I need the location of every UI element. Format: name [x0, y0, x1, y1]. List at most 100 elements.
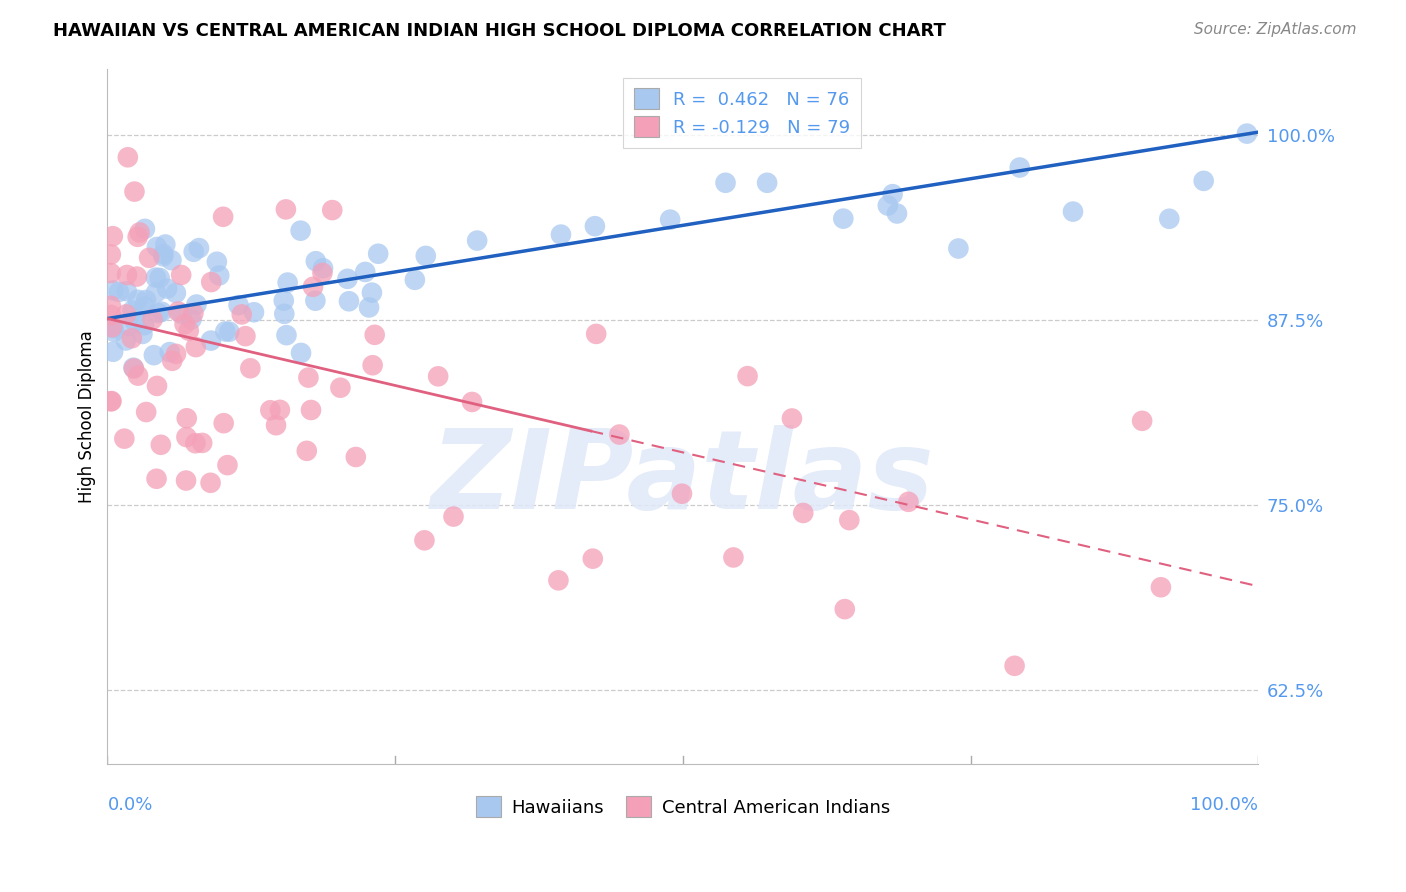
Point: [149, 438, 172, 452]
Point: [160, 253, 183, 268]
Point: [101, 284, 124, 298]
Point: [165, 347, 187, 361]
Point: [132, 318, 155, 333]
Point: [184, 340, 207, 354]
Point: [239, 361, 262, 376]
Point: [547, 574, 569, 588]
Point: [583, 219, 606, 234]
Point: [191, 436, 214, 450]
Point: [269, 402, 291, 417]
Point: [585, 326, 607, 341]
Point: [101, 344, 124, 359]
Text: HAWAIIAN VS CENTRAL AMERICAN INDIAN HIGH SCHOOL DIPLOMA CORRELATION CHART: HAWAIIAN VS CENTRAL AMERICAN INDIAN HIGH…: [53, 22, 946, 40]
Point: [188, 241, 211, 255]
Point: [354, 265, 377, 279]
Point: [125, 269, 148, 284]
Point: [295, 443, 318, 458]
Point: [159, 345, 181, 359]
Point: [174, 474, 197, 488]
Point: [141, 312, 163, 326]
Point: [138, 251, 160, 265]
Point: [1192, 174, 1215, 188]
Point: [312, 261, 335, 276]
Point: [122, 361, 145, 376]
Point: [124, 314, 146, 328]
Point: [834, 602, 856, 616]
Point: [363, 327, 385, 342]
Point: [100, 266, 122, 280]
Point: [146, 379, 169, 393]
Point: [228, 298, 250, 312]
Point: [217, 458, 239, 472]
Point: [100, 299, 122, 313]
Point: [273, 307, 295, 321]
Point: [659, 212, 682, 227]
Point: [311, 266, 333, 280]
Point: [162, 354, 184, 368]
Point: [1236, 127, 1258, 141]
Point: [165, 285, 187, 300]
Point: [183, 306, 205, 320]
Point: [276, 328, 298, 343]
Point: [100, 394, 122, 409]
Point: [361, 358, 384, 372]
Point: [212, 210, 235, 224]
Point: [115, 268, 138, 282]
Point: [465, 234, 488, 248]
Point: [277, 276, 299, 290]
Point: [121, 303, 143, 318]
Point: [122, 360, 145, 375]
Point: [205, 254, 228, 268]
Point: [1004, 658, 1026, 673]
Point: [1062, 204, 1084, 219]
Point: [176, 430, 198, 444]
Point: [170, 268, 193, 282]
Point: [404, 273, 426, 287]
Point: [177, 324, 200, 338]
Point: [148, 306, 170, 320]
Point: [200, 334, 222, 348]
Point: [336, 272, 359, 286]
Point: [304, 293, 326, 308]
Point: [780, 411, 803, 425]
Point: [361, 285, 384, 300]
Point: [180, 312, 202, 326]
Point: [264, 418, 287, 433]
Point: [100, 394, 122, 409]
Y-axis label: High School Diploma: High School Diploma: [79, 330, 96, 502]
Point: [737, 369, 759, 384]
Point: [115, 284, 138, 298]
Point: [1150, 580, 1173, 594]
Point: [135, 405, 157, 419]
Point: [882, 187, 904, 202]
Point: [100, 247, 122, 261]
Point: [886, 206, 908, 220]
Point: [1130, 414, 1153, 428]
Point: [876, 198, 898, 212]
Point: [218, 325, 240, 339]
Point: [128, 226, 150, 240]
Point: [231, 307, 253, 321]
Point: [127, 293, 149, 307]
Text: 0.0%: 0.0%: [107, 797, 153, 814]
Point: [183, 244, 205, 259]
Point: [1159, 211, 1181, 226]
Point: [297, 370, 319, 384]
Point: [582, 551, 605, 566]
Point: [714, 176, 737, 190]
Point: [103, 325, 125, 339]
Point: [305, 254, 328, 268]
Point: [609, 427, 631, 442]
Point: [461, 395, 484, 409]
Point: [321, 203, 343, 218]
Point: [135, 293, 157, 307]
Point: [186, 297, 208, 311]
Point: [756, 176, 779, 190]
Point: [290, 224, 312, 238]
Point: [200, 275, 222, 289]
Point: [124, 185, 146, 199]
Point: [208, 268, 231, 283]
Point: [214, 325, 236, 339]
Point: [259, 403, 281, 417]
Point: [243, 305, 266, 319]
